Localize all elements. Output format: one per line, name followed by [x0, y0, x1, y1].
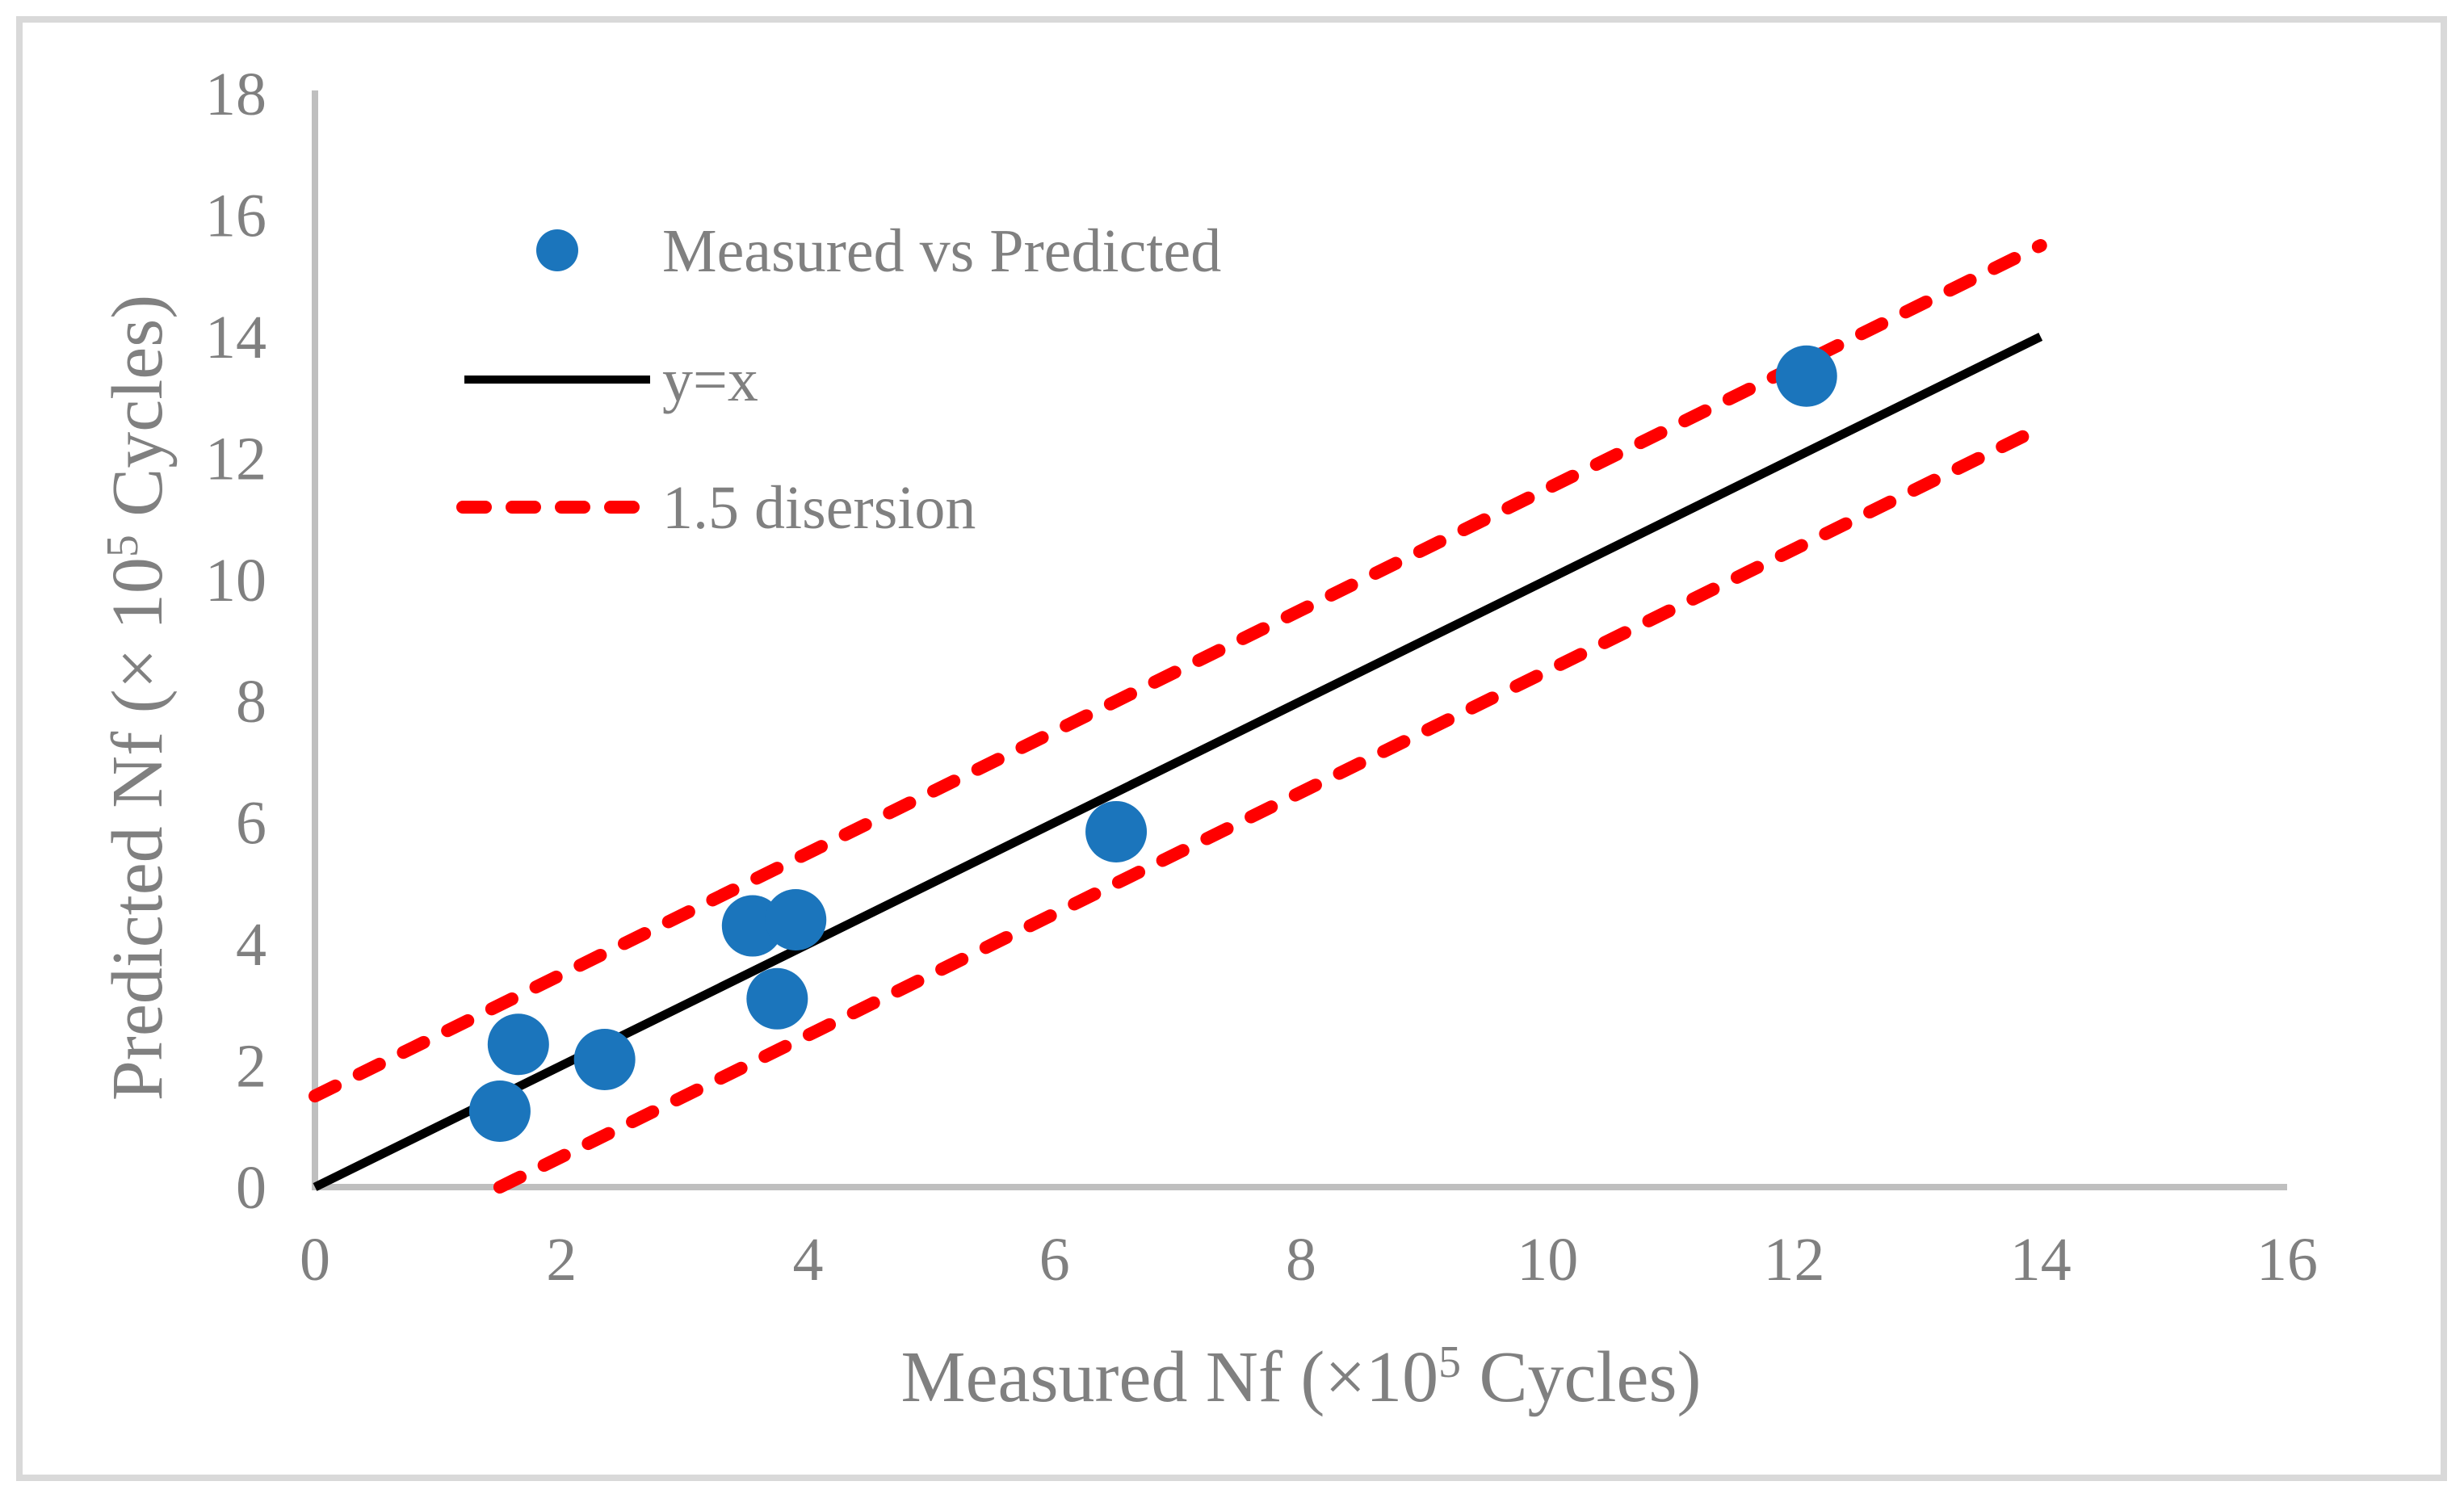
- legend-entry-label: 1.5 disersion: [662, 474, 976, 542]
- y-tick-label: 2: [236, 1033, 267, 1101]
- data-point-marker: [468, 1080, 531, 1142]
- dispersion-line: [309, 239, 2047, 1103]
- legend-entry-label: y=x: [662, 346, 758, 414]
- data-point-marker: [746, 967, 808, 1030]
- y-axis-title: Predicted Nf (× 105 Cycles): [98, 295, 178, 1101]
- y-tick-label: 16: [205, 182, 267, 250]
- y-tick-label: 4: [236, 911, 267, 979]
- x-tick-label: 12: [1764, 1226, 1825, 1294]
- axis-titles-group: Measured Nf (×105 Cycles) Predicted Nf (×…: [98, 295, 1701, 1417]
- x-tick-label: 14: [2010, 1226, 2072, 1294]
- data-point-marker: [1775, 345, 1837, 407]
- axes-group: [312, 90, 2287, 1190]
- y-tick-label: 0: [236, 1154, 267, 1222]
- x-tick-label: 0: [300, 1226, 330, 1294]
- dispersion-line: [493, 421, 2047, 1194]
- legend-group: Measured vs Predicted y=x 1.5 disersion: [456, 217, 1221, 542]
- legend-entry-label: Measured vs Predicted: [662, 217, 1221, 285]
- identity-line: [313, 332, 2043, 1191]
- x-tick-label: 8: [1286, 1226, 1316, 1294]
- x-tick-label: 4: [793, 1226, 824, 1294]
- data-point-marker: [1085, 800, 1148, 862]
- x-axis-title: Measured Nf (×105 Cycles): [901, 1337, 1702, 1417]
- x-tick-label: 2: [546, 1226, 577, 1294]
- x-tick-label: 6: [1039, 1226, 1070, 1294]
- legend-marker-swatch: [536, 229, 578, 271]
- x-tick-label: 16: [2256, 1226, 2318, 1294]
- y-tick-label: 10: [205, 547, 267, 615]
- chart-border: [16, 16, 2447, 1481]
- x-tick-label: 10: [1517, 1226, 1578, 1294]
- y-tick-label: 6: [236, 790, 267, 858]
- series-group: [309, 239, 2047, 1194]
- y-tick-label: 18: [205, 61, 267, 128]
- y-tick-label: 12: [205, 425, 267, 493]
- tick-labels-group: 0 2 4 6 8 10 12 14 16 18 0 2 4 6 8 10 12 14 16: [205, 61, 2318, 1294]
- data-point-marker: [573, 1029, 636, 1091]
- y-tick-label: 8: [236, 668, 267, 736]
- y-tick-label: 14: [205, 304, 267, 371]
- data-point-marker: [765, 889, 827, 951]
- data-point-marker: [487, 1013, 549, 1076]
